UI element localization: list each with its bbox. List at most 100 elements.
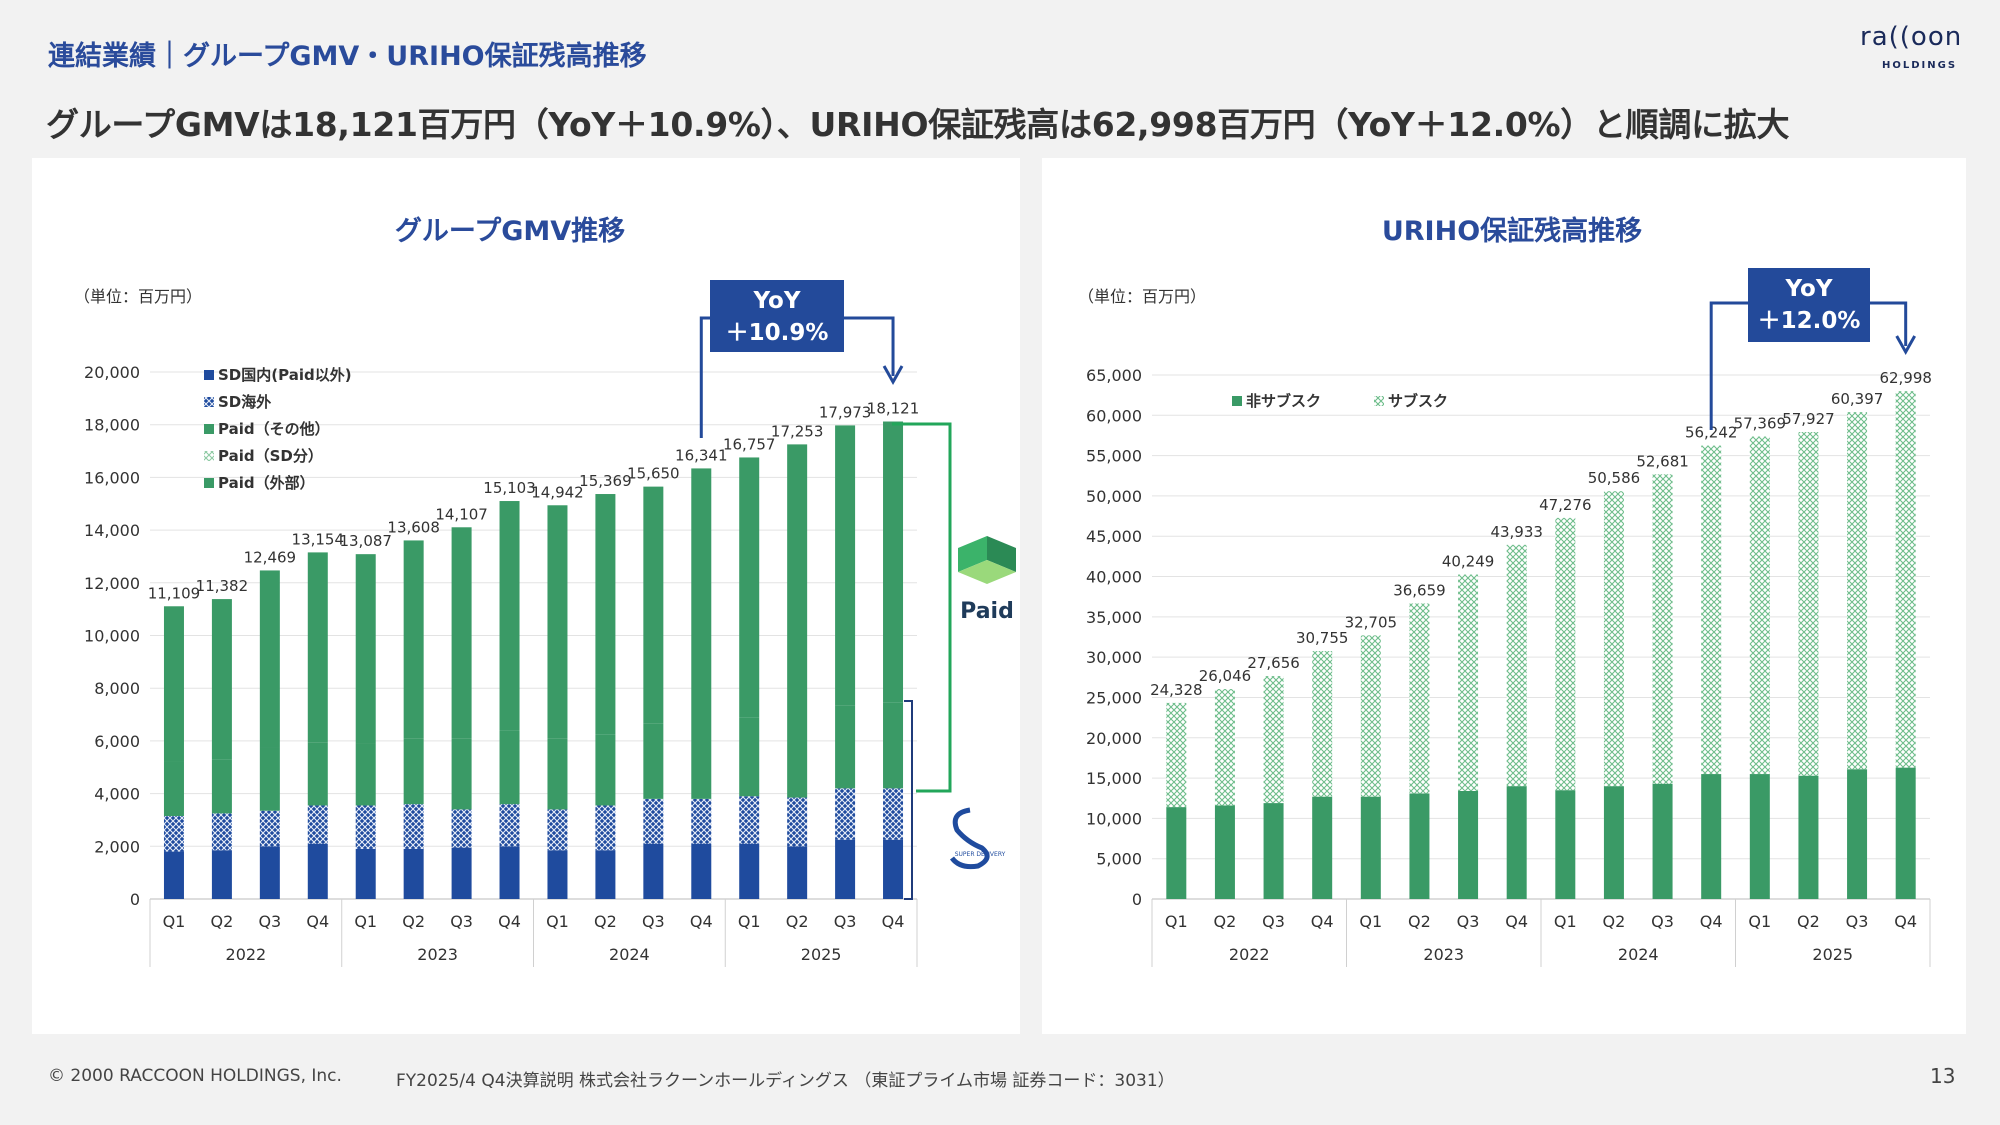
x-tick-label: Q4 [882,912,905,931]
footer-note: FY2025/4 Q4決算説明 株式会社ラクーンホールディングス （東証プライム… [396,1071,1175,1091]
data-label: 32,705 [1345,613,1398,631]
bar-segment [883,788,904,840]
logo-subtext: HOLDINGS [1882,60,1958,71]
year-label: 2023 [1423,945,1464,964]
bar-segment [1263,676,1284,804]
year-label: 2025 [1812,945,1853,964]
data-label: 14,942 [531,483,584,501]
bar-segment [1798,775,1819,899]
bar-segment [547,505,568,739]
x-tick-label: Q2 [786,912,809,931]
bar-segment [1652,783,1673,899]
yoy-box [710,280,844,352]
y-tick-label: 0 [1132,890,1142,909]
y-tick-label: 40,000 [1086,568,1142,587]
bar-segment [1312,651,1333,797]
bar-segment [355,848,376,899]
bar-segment [1847,769,1868,899]
unit-label: （単位：百万円） [1078,287,1206,306]
bar-segment [1166,702,1187,808]
yoy-label: YoY [753,288,801,314]
sd-logo-text: SUPER DELIVERY [955,851,1006,858]
bar-segment [739,457,760,718]
y-tick-label: 2,000 [94,837,140,856]
bar-segment [403,804,424,849]
bar-segment [547,738,568,810]
bar-segment [1458,790,1479,899]
bar-segment [835,705,856,789]
bar-segment [355,554,376,744]
paid-logo-text: Paid [960,599,1014,624]
data-label: 15,103 [483,479,536,497]
uriho-chart-panel: URIHO保証残高推移 （単位：百万円） 0 5,000 10,000 15,000 20,… [1042,158,1966,1034]
data-label: 14,107 [435,505,488,523]
bar-segment [355,805,376,849]
bar-segment [1749,774,1770,899]
x-tick-label: Q1 [1554,912,1577,931]
bar-segment [1409,603,1430,794]
bar-segment [163,606,184,762]
legend-swatch [204,397,214,407]
bar-segment [787,718,808,798]
sd-bracket [904,700,913,900]
bar-segment [1652,474,1673,784]
bar-segment [499,804,520,847]
bar-segment [739,843,760,899]
data-label: 50,586 [1588,469,1641,487]
data-label: 40,249 [1442,553,1495,571]
x-tick-label: Q2 [1408,912,1431,931]
chart-title: URIHO保証残高推移 [1382,215,1642,247]
bar-segment [883,702,904,789]
yoy-connector [844,316,895,376]
bar-segment [1603,786,1624,899]
data-label: 43,933 [1490,523,1543,541]
bar-segment [211,759,232,814]
bar-segment [691,718,712,799]
bar-segment [307,552,328,743]
y-tick-label: 65,000 [1086,366,1142,385]
legend-label: Paid（外部） [218,474,315,492]
bar-segment [1701,774,1722,899]
data-label: 18,121 [867,400,920,418]
data-label: 17,253 [771,422,824,440]
y-tick-label: 14,000 [84,521,140,540]
data-label: 11,109 [148,584,201,602]
x-tick-label: Q2 [1214,912,1237,931]
year-label: 2025 [801,945,842,964]
bar-segment [787,797,808,847]
paid-bracket [892,422,952,793]
year-label: 2022 [226,945,267,964]
bar-segment [259,747,280,811]
x-tick-label: Q3 [834,912,857,931]
legend-label: 非サブスク [1246,392,1321,410]
super-delivery-icon [949,807,990,870]
bar-segment [259,810,280,847]
bar-segment [499,501,520,731]
footer-copyright: © 2000 RACCOON HOLDINGS, Inc. [48,1066,342,1086]
bar-segment [403,540,424,739]
bar-segment [1409,793,1430,899]
yoy-value: ＋12.0% [1758,308,1861,334]
bar-segment [883,839,904,899]
data-label: 12,469 [244,548,297,566]
legend-swatch [1232,396,1242,406]
legend-swatch [204,478,214,488]
bar-segment [835,788,856,840]
bar-segment [1798,432,1819,776]
data-label: 11,382 [196,577,249,595]
x-tick-label: Q3 [1262,912,1285,931]
data-label: 15,369 [579,472,632,490]
bar-segment [595,805,616,851]
bar-segment [403,848,424,899]
bar-segment [1360,635,1381,797]
bar-segment [787,846,808,899]
y-tick-label: 10,000 [84,627,140,646]
arrow-down-icon [1895,335,1916,356]
data-label: 57,927 [1782,410,1835,428]
bar-segment [1603,491,1624,787]
bar-segment [691,843,712,899]
bar-segment [1555,517,1576,791]
y-tick-label: 35,000 [1086,608,1142,627]
section-title: 連結業績｜グループGMV・URIHO保証残高推移 [48,41,647,72]
bar-segment [259,846,280,899]
